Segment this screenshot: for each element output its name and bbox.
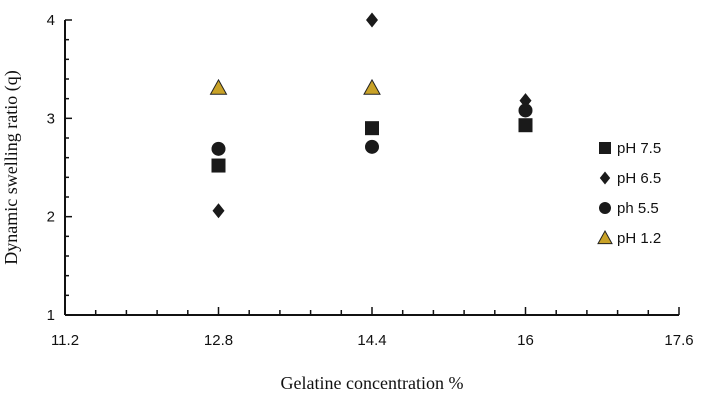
x-tick-label: 17.6 [664, 332, 693, 349]
axes [64, 20, 679, 316]
legend-marker-triangle [597, 229, 613, 245]
x-tick-label: 16 [517, 332, 534, 349]
data-point-triangle [209, 78, 228, 95]
ticks: 1 2 3 4 11.2 12.8 14.4 16 17.6 [47, 12, 694, 349]
legend-label: pH 6.5 [617, 170, 661, 187]
legend-marker-circle [599, 202, 611, 214]
y-axis-title: Dynamic swelling ratio (q) [1, 70, 22, 264]
x-tick-label: 11.2 [51, 332, 79, 349]
data-point-circle [365, 139, 379, 154]
legend: pH 7.5 pH 6.5 ph 5.5 pH 1.2 [597, 140, 661, 247]
x-tick-label: 14.4 [357, 332, 386, 349]
y-tick-label: 1 [47, 307, 55, 324]
data-point-circle [211, 141, 226, 156]
y-tick-label: 4 [47, 12, 55, 29]
legend-marker-square [599, 142, 611, 154]
legend-marker-diamond [599, 171, 611, 185]
data-point-circle [518, 103, 533, 118]
legend-label: pH 7.5 [617, 140, 661, 157]
data-points [209, 12, 533, 219]
x-tick-label: 12.8 [204, 332, 233, 349]
data-point-square [211, 158, 226, 173]
legend-label: pH 1.2 [617, 230, 661, 247]
data-point-triangle [363, 78, 381, 95]
data-point-square [365, 121, 379, 136]
y-tick-label: 3 [47, 110, 55, 127]
x-axis-title: Gelatine concentration % [281, 373, 464, 393]
data-point-diamond [366, 12, 378, 28]
y-tick-label: 2 [47, 209, 55, 226]
data-point-diamond [212, 203, 225, 219]
legend-label: ph 5.5 [617, 200, 659, 217]
data-point-square [518, 118, 533, 133]
